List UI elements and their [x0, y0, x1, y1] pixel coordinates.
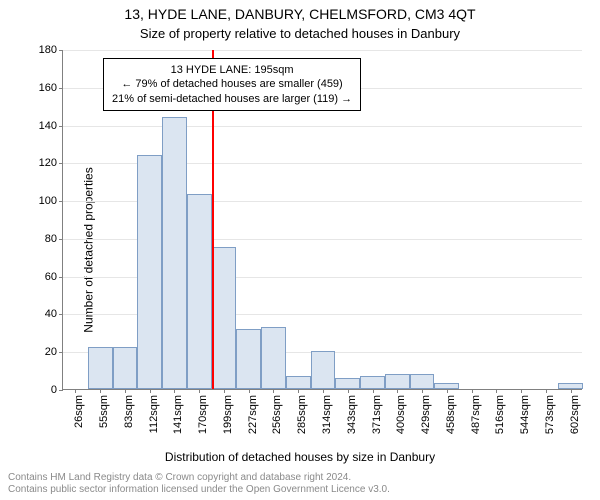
xtick-mark [496, 389, 497, 393]
ytick-label: 80 [45, 233, 57, 245]
ytick-mark [59, 163, 63, 164]
gridline [63, 126, 582, 127]
ytick-mark [59, 314, 63, 315]
xtick-mark [273, 389, 274, 393]
xtick-mark [174, 389, 175, 393]
xtick-mark [521, 389, 522, 393]
xtick-label: 487sqm [470, 395, 482, 434]
ytick-mark [59, 352, 63, 353]
xtick-mark [571, 389, 572, 393]
xtick-mark [323, 389, 324, 393]
ytick-mark [59, 277, 63, 278]
xtick-label: 55sqm [98, 395, 110, 428]
xtick-label: 227sqm [247, 395, 259, 434]
histogram-bar [162, 117, 187, 389]
xtick-label: 285sqm [296, 395, 308, 434]
xtick-label: 544sqm [519, 395, 531, 434]
x-axis-label: Distribution of detached houses by size … [0, 450, 600, 464]
ytick-label: 180 [39, 44, 57, 56]
histogram-bar [236, 329, 261, 389]
footer-line2: Contains public sector information licen… [8, 484, 592, 496]
xtick-mark [75, 389, 76, 393]
xtick-mark [373, 389, 374, 393]
histogram-bar [311, 351, 336, 389]
chart-container: 13, HYDE LANE, DANBURY, CHELMSFORD, CM3 … [0, 0, 600, 500]
ytick-label: 120 [39, 157, 57, 169]
xtick-mark [224, 389, 225, 393]
xtick-mark [150, 389, 151, 393]
histogram-bar [88, 347, 113, 389]
ytick-label: 160 [39, 82, 57, 94]
xtick-mark [348, 389, 349, 393]
annotation-box: 13 HYDE LANE: 195sqm ← 79% of detached h… [103, 58, 361, 111]
ytick-label: 60 [45, 271, 57, 283]
xtick-mark [546, 389, 547, 393]
xtick-mark [422, 389, 423, 393]
footer-line1: Contains HM Land Registry data © Crown c… [8, 472, 592, 484]
histogram-bar [137, 155, 162, 389]
ytick-mark [59, 201, 63, 202]
xtick-label: 400sqm [395, 395, 407, 434]
xtick-label: 199sqm [222, 395, 234, 434]
ytick-label: 20 [45, 346, 57, 358]
ytick-label: 40 [45, 308, 57, 320]
histogram-bar [286, 376, 311, 389]
xtick-mark [125, 389, 126, 393]
xtick-mark [199, 389, 200, 393]
ytick-mark [59, 126, 63, 127]
xtick-label: 83sqm [123, 395, 135, 428]
xtick-mark [100, 389, 101, 393]
histogram-bar [187, 194, 212, 389]
xtick-label: 371sqm [371, 395, 383, 434]
xtick-label: 516sqm [494, 395, 506, 434]
xtick-label: 314sqm [321, 395, 333, 434]
xtick-label: 256sqm [271, 395, 283, 434]
ytick-mark [59, 390, 63, 391]
xtick-mark [249, 389, 250, 393]
ytick-mark [59, 88, 63, 89]
ytick-label: 140 [39, 120, 57, 132]
xtick-label: 602sqm [569, 395, 581, 434]
ytick-label: 100 [39, 195, 57, 207]
ytick-mark [59, 50, 63, 51]
xtick-label: 343sqm [346, 395, 358, 434]
address-title: 13, HYDE LANE, DANBURY, CHELMSFORD, CM3 … [0, 6, 600, 22]
gridline [63, 50, 582, 51]
histogram-bar [113, 347, 138, 389]
ytick-mark [59, 239, 63, 240]
annotation-line3: 21% of semi-detached houses are larger (… [112, 92, 352, 106]
histogram-bar [410, 374, 435, 389]
histogram-bar [261, 327, 286, 389]
xtick-mark [397, 389, 398, 393]
ytick-label: 0 [51, 384, 57, 396]
xtick-mark [447, 389, 448, 393]
xtick-label: 26sqm [73, 395, 85, 428]
xtick-label: 573sqm [544, 395, 556, 434]
histogram-bar [212, 247, 237, 389]
xtick-mark [298, 389, 299, 393]
subtitle: Size of property relative to detached ho… [0, 26, 600, 41]
annotation-line2: ← 79% of detached houses are smaller (45… [112, 77, 352, 91]
footer: Contains HM Land Registry data © Crown c… [8, 472, 592, 496]
xtick-label: 141sqm [172, 395, 184, 434]
histogram-bar [360, 376, 385, 389]
xtick-label: 170sqm [197, 395, 209, 434]
histogram-bar [385, 374, 410, 389]
xtick-label: 112sqm [148, 395, 160, 433]
histogram-bar [335, 378, 360, 389]
xtick-label: 429sqm [420, 395, 432, 434]
plot-area: 02040608010012014016018026sqm55sqm83sqm1… [62, 50, 582, 390]
annotation-line1: 13 HYDE LANE: 195sqm [112, 63, 352, 77]
xtick-label: 458sqm [445, 395, 457, 434]
xtick-mark [472, 389, 473, 393]
